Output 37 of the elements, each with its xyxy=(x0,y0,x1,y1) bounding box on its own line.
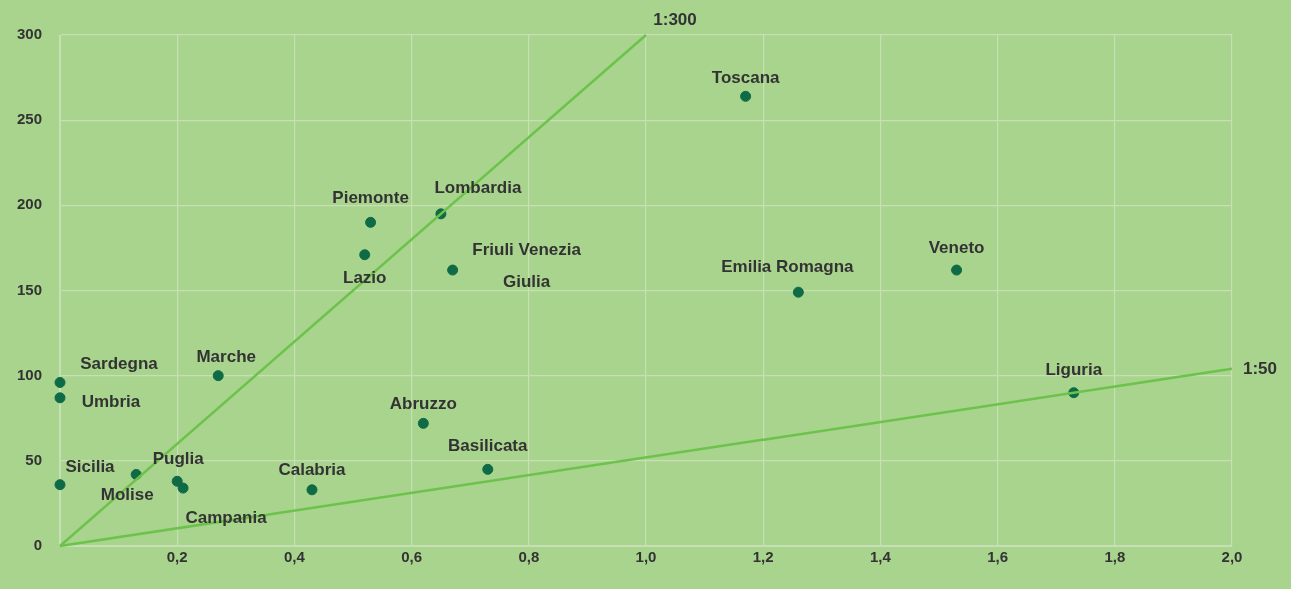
x-tick-label: 1,6 xyxy=(987,548,1009,566)
y-tick-label: 300 xyxy=(16,25,42,43)
annotation: Veneto xyxy=(928,237,985,257)
x-tick-label: 0,6 xyxy=(401,548,423,566)
annotation: Marche xyxy=(196,347,256,367)
x-tick-label: 1,8 xyxy=(1104,548,1126,566)
annotation: Basilicata xyxy=(448,436,529,456)
annotation: 1:300 xyxy=(653,9,697,29)
annotation: Liguria xyxy=(1045,360,1103,380)
y-tick-label: 150 xyxy=(16,280,42,298)
y-tick-label: 0 xyxy=(33,536,42,554)
annotation: 1:50 xyxy=(1242,358,1278,378)
annotation: Puglia xyxy=(152,448,205,468)
x-tick-label: 0,2 xyxy=(166,548,188,566)
x-tick-label: 1,0 xyxy=(635,548,657,566)
annotation: Friuli Venezia Giulia xyxy=(472,239,582,291)
y-tick-label: 250 xyxy=(16,110,42,128)
x-tick-label: 0,4 xyxy=(283,548,306,566)
annotation: Sicilia xyxy=(65,457,116,477)
annotation: Umbria xyxy=(81,392,141,412)
annotation: Molise xyxy=(100,485,154,505)
x-tick-label: 1,4 xyxy=(869,548,892,566)
annotation: Abruzzo xyxy=(389,394,457,414)
annotation: Toscana xyxy=(711,68,781,88)
annotation: Calabria xyxy=(278,460,347,480)
annotation: Sardegna xyxy=(80,354,159,374)
y-tick-label: 100 xyxy=(16,365,42,383)
x-tick-label: 0,8 xyxy=(518,548,540,566)
annotation: Lazio xyxy=(342,268,387,288)
y-tick-label: 50 xyxy=(25,450,42,468)
annotation: Campania xyxy=(185,507,268,527)
x-tick-label: 2,0 xyxy=(1221,548,1243,566)
x-tick-label: 1,2 xyxy=(752,548,774,566)
annotation: Lombardia xyxy=(434,177,522,197)
annotation: Emilia Romagna xyxy=(721,256,855,276)
annotation: Piemonte xyxy=(332,188,409,208)
y-tick-label: 200 xyxy=(16,195,42,213)
